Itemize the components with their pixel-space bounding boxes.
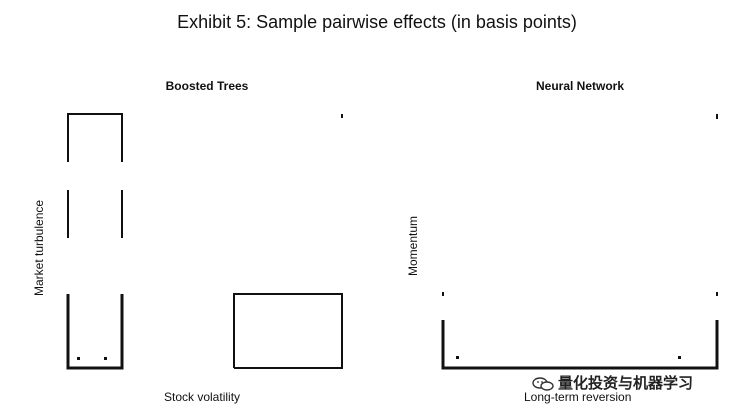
- nn-dot-1: [456, 356, 459, 359]
- nn-x-axis-label: Long-term reversion: [524, 390, 632, 404]
- nn-y-axis-label: Momentum: [406, 215, 420, 276]
- bt-block-top-left: [67, 113, 123, 162]
- nn-dot-2: [678, 356, 681, 359]
- bt-x-axis-label: Stock volatility: [164, 390, 241, 404]
- watermark-text: 量化投资与机器学习: [558, 375, 694, 392]
- watermark: 量化投资与机器学习: [532, 372, 693, 393]
- wechat-icon: [532, 377, 554, 391]
- neural-network-heatmap: [441, 114, 719, 370]
- boosted-trees-heatmap: [66, 113, 343, 370]
- bt-y-axis-label: Market turbulence: [32, 199, 46, 296]
- nn-block-bottom: [441, 320, 719, 370]
- bt-block-mid-left: [67, 190, 123, 238]
- bt-dot-1: [77, 357, 80, 360]
- bt-block-bottom-left: [66, 294, 124, 370]
- figure-title: Exhibit 5: Sample pairwise effects (in b…: [177, 12, 577, 32]
- bt-block-bottom-right: [233, 293, 343, 369]
- bt-dot-2: [104, 357, 107, 360]
- panel-title-boosted-trees: Boosted Trees: [165, 79, 249, 93]
- panel-title-neural-network: Neural Network: [535, 79, 625, 93]
